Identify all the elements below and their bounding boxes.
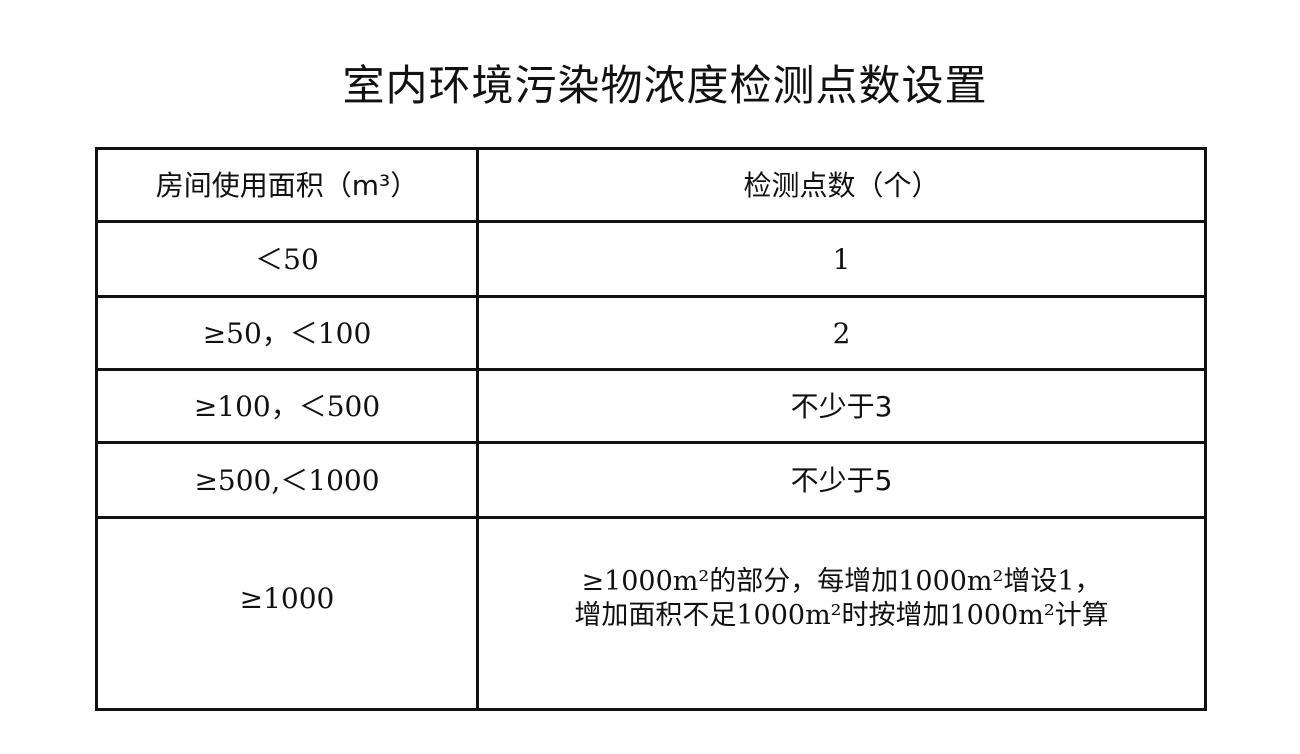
page-title: 室内环境污染物浓度检测点数设置 — [342, 61, 988, 110]
cell-points: 不少于5 — [476, 441, 1207, 519]
cell-points: 1 — [476, 220, 1207, 298]
table-row: ≥100，＜500 不少于3 — [95, 368, 1207, 444]
cell-points-line: ≥1000m²的部分，每增加1000m²增设1， — [581, 565, 1102, 597]
detection-points-table: 房间使用面积（m³） 检测点数（个） ＜50 1 ≥50，＜100 2 ≥100… — [95, 147, 1207, 711]
header-area: 房间使用面积（m³） — [95, 147, 479, 223]
cell-area: ≥1000 — [95, 516, 479, 711]
table-header-row: 房间使用面积（m³） 检测点数（个） — [95, 147, 1207, 223]
table-row: ≥500,＜1000 不少于5 — [95, 441, 1207, 519]
cell-points-line: 增加面积不足1000m²时按增加1000m²计算 — [574, 599, 1109, 631]
cell-area: ≥100，＜500 — [95, 368, 479, 444]
cell-points: 不少于3 — [476, 368, 1207, 444]
cell-area: ≥500,＜1000 — [95, 441, 479, 519]
table-row: ≥50，＜100 2 — [95, 295, 1207, 371]
cell-area: ≥50，＜100 — [95, 295, 479, 371]
table-row: ＜50 1 — [95, 220, 1207, 298]
cell-area: ＜50 — [95, 220, 479, 298]
cell-points: 2 — [476, 295, 1207, 371]
table-row: ≥1000 ≥1000m²的部分，每增加1000m²增设1， 增加面积不足100… — [95, 516, 1207, 711]
header-points: 检测点数（个） — [476, 147, 1207, 223]
cell-points: ≥1000m²的部分，每增加1000m²增设1， 增加面积不足1000m²时按增… — [476, 516, 1207, 711]
